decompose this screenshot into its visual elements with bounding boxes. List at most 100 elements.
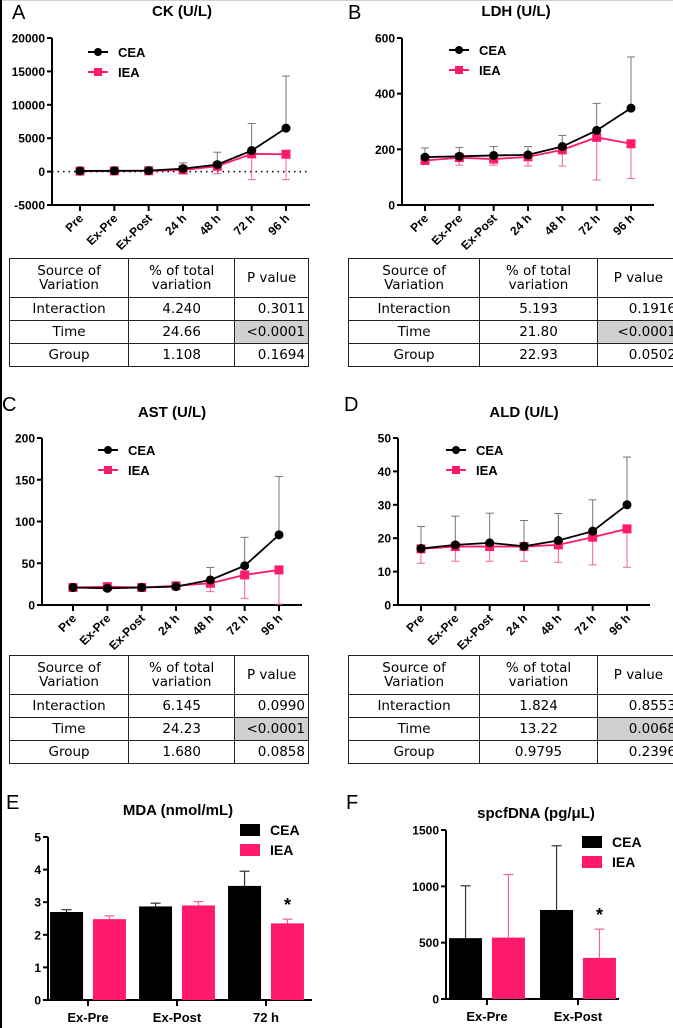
x-tick-label: Ex-Post bbox=[458, 211, 499, 252]
cell-percent: 6.145 bbox=[128, 694, 236, 718]
cell-source: Group bbox=[8, 343, 130, 367]
header-percent: % of total variation bbox=[479, 258, 598, 298]
bar-cea bbox=[139, 906, 173, 1000]
table-row: Group 1.108 0.1694 bbox=[8, 343, 309, 367]
cell-p: 0.0068 bbox=[596, 717, 673, 741]
legend-swatch-cea bbox=[582, 836, 602, 848]
legend-marker-iea bbox=[94, 68, 102, 76]
x-tick-label: 24 h bbox=[507, 211, 534, 238]
x-tick-label: Ex-Post bbox=[153, 1010, 202, 1025]
bar-iea bbox=[582, 957, 616, 999]
header-source: Source of Variation bbox=[8, 655, 130, 695]
panel-letter-c: C bbox=[2, 394, 17, 416]
table-row: Group 1.680 0.0858 bbox=[8, 740, 309, 764]
cell-p: 0.2396 bbox=[596, 740, 673, 764]
significance-asterisk: * bbox=[284, 895, 291, 915]
header-source: Source of Variation bbox=[348, 258, 481, 298]
chart-title: CK (U/L) bbox=[152, 3, 212, 20]
cell-p: 0.0502 bbox=[596, 343, 673, 367]
x-tick-label: 72 h bbox=[576, 211, 603, 238]
x-tick-label: 72 h bbox=[572, 611, 599, 638]
y-tick-label: -5000 bbox=[14, 199, 45, 213]
x-tick-label: 48 h bbox=[197, 211, 224, 238]
data-point-iea bbox=[281, 149, 291, 159]
cell-source: Group bbox=[8, 740, 130, 764]
y-tick-label: 20 bbox=[378, 532, 392, 546]
y-tick-label: 10000 bbox=[12, 98, 46, 112]
legend-label-iea: IEA bbox=[270, 842, 293, 858]
table-row: Group 22.93 0.0502 bbox=[348, 343, 673, 367]
x-tick-label: 48 h bbox=[190, 611, 217, 638]
bar-cea bbox=[50, 911, 84, 1000]
cell-percent: 24.66 bbox=[128, 320, 236, 344]
data-point-cea bbox=[489, 150, 499, 160]
legend-label-cea: CEA bbox=[479, 43, 507, 58]
legend-label-iea: IEA bbox=[128, 463, 150, 478]
x-tick-label: Ex-Pre bbox=[466, 1009, 507, 1024]
table-row: Time 21.80 <0.0001 bbox=[348, 320, 673, 344]
bar-iea bbox=[270, 923, 304, 1000]
data-point-cea bbox=[137, 582, 147, 592]
chart-mda: MDA (nmol/mL) 0 1 2 3 4 5 Ex-Pre Ex-Post 72 h * CEA… bbox=[34, 802, 312, 1025]
y-tick-label: 200 bbox=[15, 432, 35, 446]
cell-p: <0.0001 bbox=[234, 717, 309, 741]
cell-percent: 13.22 bbox=[479, 717, 598, 741]
cell-source: Time bbox=[8, 717, 130, 741]
series-line-cea bbox=[72, 534, 280, 590]
data-point-cea bbox=[247, 146, 257, 156]
table-row: Time 24.66 <0.0001 bbox=[8, 320, 309, 344]
y-tick-label: 0 bbox=[28, 599, 35, 613]
legend-label-cea: CEA bbox=[476, 443, 504, 458]
anova-table-ldh-clip: Source of Variation% of total variation P… bbox=[348, 258, 673, 368]
chart-title: LDH (U/L) bbox=[481, 3, 550, 20]
data-point-cea bbox=[622, 500, 632, 510]
header-p-value: P value bbox=[234, 258, 309, 298]
x-tick-label: Pre bbox=[56, 611, 80, 635]
table-row: Interaction 6.145 0.0990 bbox=[8, 694, 309, 718]
cell-source: Interaction bbox=[8, 694, 130, 718]
x-tick-label: 96 h bbox=[265, 211, 292, 238]
cell-source: Interaction bbox=[8, 297, 130, 321]
y-tick-label: 5000 bbox=[18, 132, 45, 146]
y-tick-label: 5 bbox=[34, 831, 41, 845]
data-point-iea bbox=[274, 565, 284, 575]
x-tick-label: Pre bbox=[408, 211, 432, 235]
anova-table-ast: Source of Variation% of total variation P… bbox=[8, 655, 309, 764]
legend-swatch-iea bbox=[582, 856, 602, 868]
cell-source: Group bbox=[348, 343, 481, 367]
panel-letter-d: D bbox=[344, 394, 359, 416]
anova-table-ald: Source of Variation% of total variation P… bbox=[348, 655, 673, 764]
cell-source: Time bbox=[8, 320, 130, 344]
data-point-cea bbox=[454, 151, 464, 161]
cell-percent: 1.824 bbox=[479, 694, 598, 718]
chart-spcfdna: spcfDNA (pg/μL) 0 500 1000 1500 Ex-Pre Ex-Post… bbox=[412, 805, 641, 1024]
legend-label-iea: IEA bbox=[612, 854, 635, 870]
legend-label-iea: IEA bbox=[118, 65, 140, 80]
data-point-cea bbox=[212, 160, 222, 170]
table-row: Interaction 1.824 0.8553 bbox=[348, 694, 673, 718]
y-tick-label: 1 bbox=[34, 961, 41, 975]
data-point-cea bbox=[205, 575, 215, 585]
legend-marker-iea bbox=[452, 466, 460, 474]
legend-label-cea: CEA bbox=[128, 443, 156, 458]
cell-p: 0.0858 bbox=[234, 740, 309, 764]
data-point-cea bbox=[588, 526, 598, 536]
data-point-iea bbox=[588, 532, 598, 542]
legend-marker-cea bbox=[94, 48, 102, 56]
x-tick-label: 96 h bbox=[606, 611, 633, 638]
x-tick-label: 24 h bbox=[155, 611, 182, 638]
data-point-cea bbox=[144, 166, 154, 176]
cell-source: Interaction bbox=[348, 297, 481, 321]
cell-p: <0.0001 bbox=[596, 320, 673, 344]
panel-letter-a: A bbox=[12, 2, 26, 24]
y-tick-label: 30 bbox=[378, 498, 392, 512]
x-tick-label: 96 h bbox=[258, 611, 285, 638]
x-tick-label: Ex-Pre bbox=[67, 1010, 108, 1025]
x-tick-label: 96 h bbox=[610, 211, 637, 238]
legend-label-iea: IEA bbox=[476, 463, 498, 478]
cell-percent: 24.23 bbox=[128, 717, 236, 741]
legend-label-cea: CEA bbox=[118, 45, 146, 60]
data-point-cea bbox=[592, 125, 602, 135]
cell-source: Interaction bbox=[348, 694, 481, 718]
